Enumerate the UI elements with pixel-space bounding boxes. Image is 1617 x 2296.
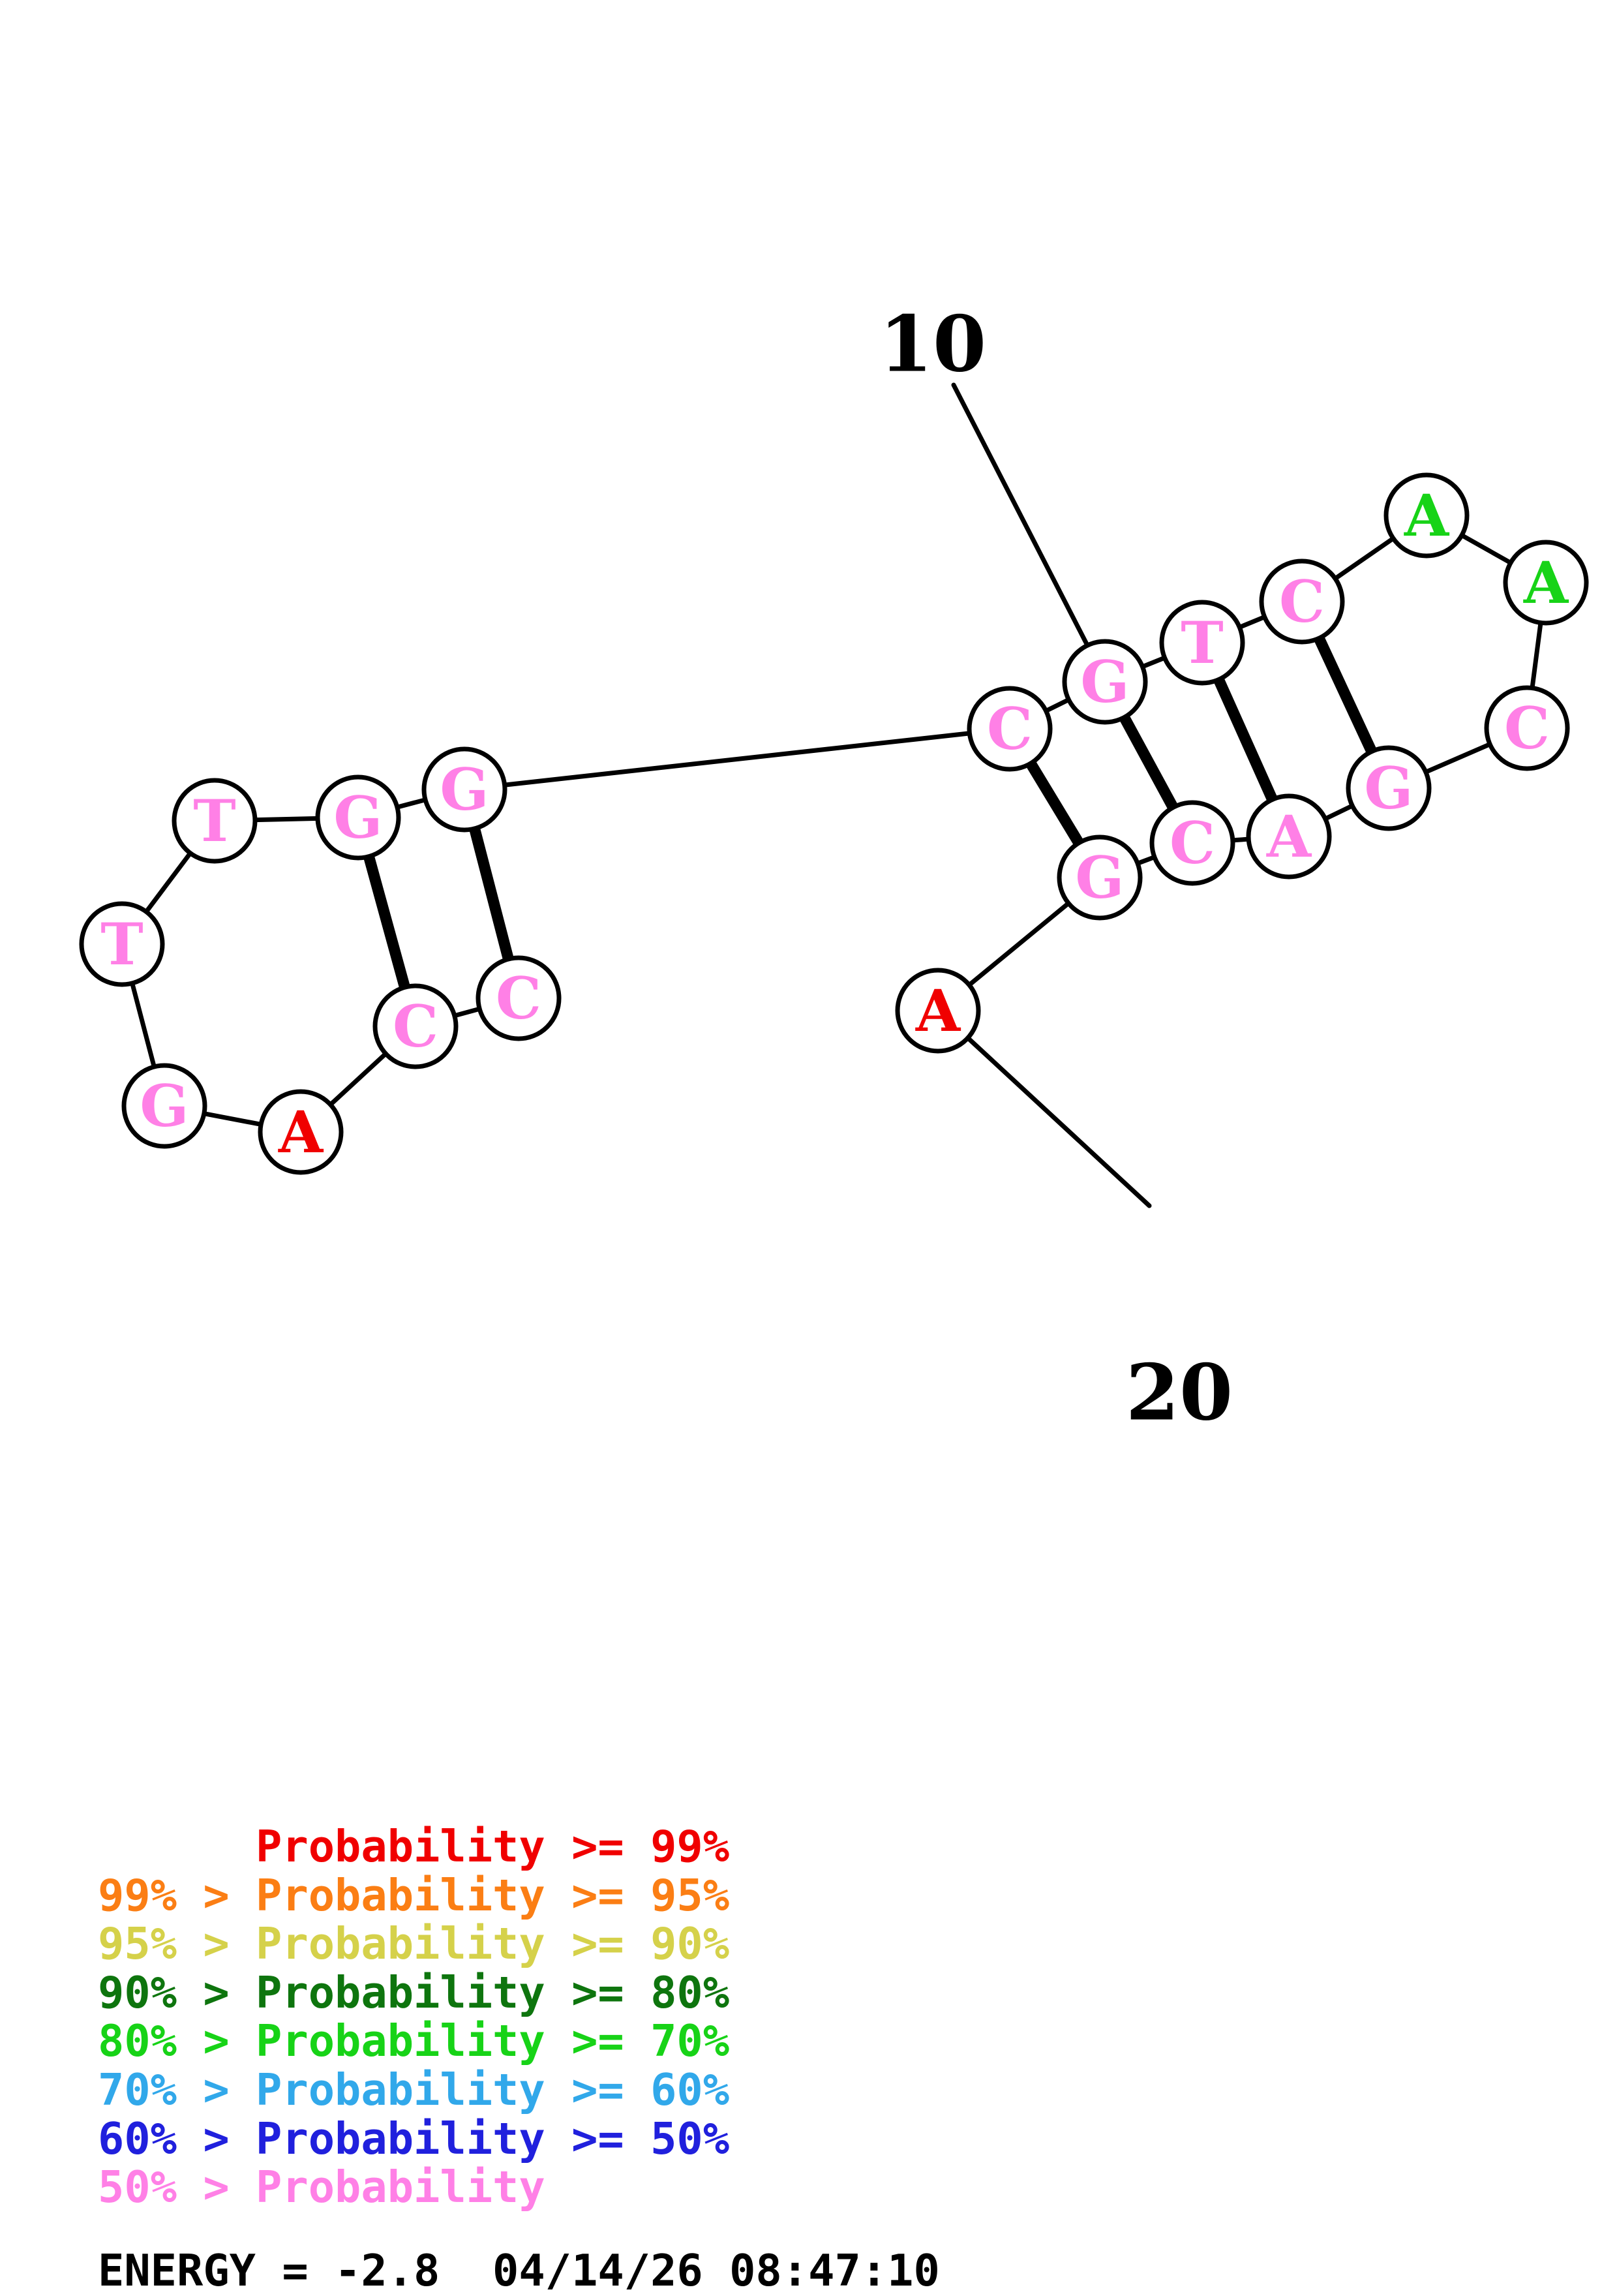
nucleotide-base-label: T	[1181, 609, 1223, 677]
nucleotide-base-label: C	[987, 695, 1033, 763]
legend-row: Probability >= 99%	[98, 1821, 730, 1872]
nucleotide-node	[895, 968, 981, 1054]
backbone-bond	[462, 726, 1012, 792]
nucleotide-node	[1259, 559, 1345, 645]
nucleotide-base-label: G	[1075, 844, 1124, 911]
sequence-number-labels: 10 20	[879, 299, 1233, 1438]
nucleotide-base-label: C	[393, 992, 438, 1060]
nucleotide-base-label: G	[1080, 648, 1129, 716]
nucleotide-node	[258, 1089, 344, 1175]
legend-row: 95% > Probability >= 90%	[98, 1918, 730, 1970]
nucleotide-base-label: T	[100, 910, 143, 978]
nucleotide-node	[1062, 639, 1148, 725]
nucleotide-base-label: A	[1266, 803, 1312, 870]
nucleotide-base-label: G	[333, 784, 382, 851]
nucleotide-node	[1159, 600, 1245, 686]
nucleotide-node	[1057, 834, 1143, 921]
nucleotide-node	[1484, 685, 1570, 771]
energy-footer: ENERGY = -2.8 04/14/26 08:47:10	[98, 2245, 940, 2296]
nucleotide-node	[121, 1063, 207, 1149]
nucleotide-base-label: C	[1504, 694, 1550, 762]
nucleotide-base-label: T	[193, 787, 235, 855]
nucleotide-node	[315, 774, 401, 861]
nucleotide-node	[967, 686, 1053, 772]
legend-row: 90% > Probability >= 80%	[98, 1967, 730, 2018]
nucleotide-node	[1246, 793, 1332, 880]
sequence-number-pointer	[965, 1035, 1152, 1208]
nucleotide-node	[1149, 800, 1235, 886]
sequence-number-label: 20	[1126, 1347, 1233, 1438]
nucleotide-node	[1383, 472, 1470, 559]
legend-row: 50% > Probability	[98, 2162, 545, 2213]
legend-row: 70% > Probability >= 60%	[98, 2064, 730, 2115]
nucleotide-base-label: A	[1523, 549, 1569, 617]
probability-legend: Probability >= 99% 99% > Probability >= 9…	[98, 1822, 729, 2212]
nucleotide-base-label: C	[1279, 568, 1325, 635]
nucleotide-node	[476, 955, 562, 1041]
nucleotide-node	[1503, 540, 1589, 626]
sequence-number-pointer	[951, 382, 1090, 648]
nucleotide-base-label: C	[1170, 809, 1215, 877]
nucleotide-node	[372, 983, 459, 1069]
nucleotide-node	[421, 746, 507, 833]
nucleotide-base-label: A	[915, 977, 961, 1045]
sequence-number-label: 10	[879, 299, 986, 390]
nucleotide-node	[79, 901, 165, 987]
nucleotide-base-label: G	[440, 756, 489, 823]
sequence-number-pointers	[951, 382, 1152, 1208]
legend-row: 60% > Probability >= 50%	[98, 2113, 730, 2164]
nucleotide-node	[1346, 745, 1432, 831]
nucleotide-base-label: A	[1404, 482, 1450, 549]
legend-row: 80% > Probability >= 70%	[98, 2015, 730, 2067]
nucleotide-base-label: C	[496, 964, 541, 1032]
nucleotide-node	[172, 778, 258, 864]
nucleotide-base-label: G	[1364, 754, 1413, 822]
legend-row: 99% > Probability >= 95%	[98, 1869, 730, 1921]
nucleotide-base-label: G	[140, 1072, 189, 1140]
nucleotide-base-label: A	[278, 1098, 324, 1166]
